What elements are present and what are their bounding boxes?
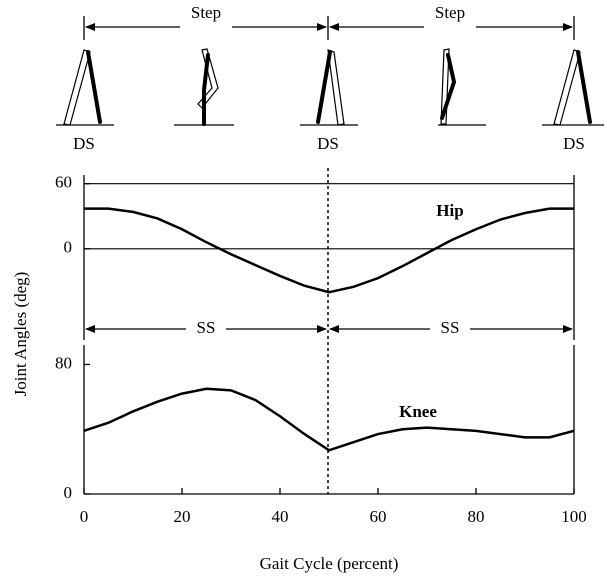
x-tick-label: 100 xyxy=(561,507,587,526)
step-label: Step xyxy=(435,3,465,22)
x-axis-label: Gait Cycle (percent) xyxy=(260,554,399,573)
ss-label: SS xyxy=(197,318,216,337)
y-tick-label: 60 xyxy=(55,173,72,192)
x-tick-label: 80 xyxy=(468,507,485,526)
x-tick-label: 40 xyxy=(272,507,289,526)
step-arrows xyxy=(83,15,575,40)
x-tick-label: 20 xyxy=(174,507,191,526)
stick-figures xyxy=(56,48,604,126)
y-axis-label: Joint Angles (deg) xyxy=(11,272,30,397)
x-tick-label: 0 xyxy=(80,507,89,526)
x-tick-label: 60 xyxy=(370,507,387,526)
y-tick-label: 0 xyxy=(64,238,73,257)
ss-label: SS xyxy=(441,318,460,337)
ss-arrows xyxy=(85,168,573,494)
series-label: Hip xyxy=(436,201,463,220)
y-tick-label: 0 xyxy=(64,483,73,502)
step-label: Step xyxy=(191,3,221,22)
y-tick-label: 80 xyxy=(55,353,72,372)
line-series xyxy=(84,207,574,294)
ds-label: DS xyxy=(563,134,585,153)
ds-label: DS xyxy=(317,134,339,153)
line-series xyxy=(83,387,575,452)
series-label: Knee xyxy=(399,402,437,421)
ds-label: DS xyxy=(73,134,95,153)
